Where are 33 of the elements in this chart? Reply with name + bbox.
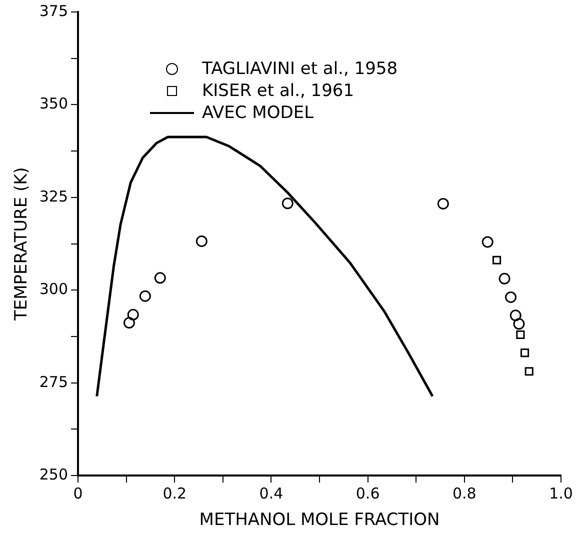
x-axis-title: METHANOL MOLE FRACTION [199, 510, 440, 530]
y-tick-label: 275 [39, 372, 68, 391]
y-tick-label: 300 [39, 280, 68, 298]
point [282, 198, 294, 210]
x-tick-label: 1.0 [549, 484, 573, 502]
y-axis-title: TEMPERATURE (K) [12, 167, 32, 322]
point [520, 348, 530, 358]
y-tick-label: 350 [39, 94, 68, 113]
point [154, 272, 166, 284]
legend-label: TAGLIAVINI et al., 1958 [202, 58, 398, 80]
point [498, 272, 510, 284]
point [482, 236, 494, 248]
point [513, 318, 525, 330]
y-tick-label: 375 [39, 2, 68, 20]
y-tick-label: 250 [39, 465, 68, 484]
point [492, 256, 502, 264]
x-tick-label: 0.4 [259, 484, 284, 502]
x-tick-label: 0.2 [162, 484, 187, 502]
point [516, 330, 525, 339]
point [127, 308, 139, 320]
point [123, 317, 135, 329]
x-tick-label: 0 [73, 484, 83, 502]
point [437, 198, 449, 210]
legend-label: AVEC MODEL [202, 102, 314, 124]
point [139, 290, 151, 302]
x-tick-label: 0.8 [452, 484, 476, 502]
x-tick-label: 0.6 [356, 484, 380, 502]
legend-label: KISER et al., 1961 [202, 80, 354, 102]
point [505, 291, 517, 303]
point [510, 310, 522, 322]
point [524, 367, 534, 376]
y-tick-label: 325 [39, 187, 68, 206]
point [196, 235, 208, 247]
